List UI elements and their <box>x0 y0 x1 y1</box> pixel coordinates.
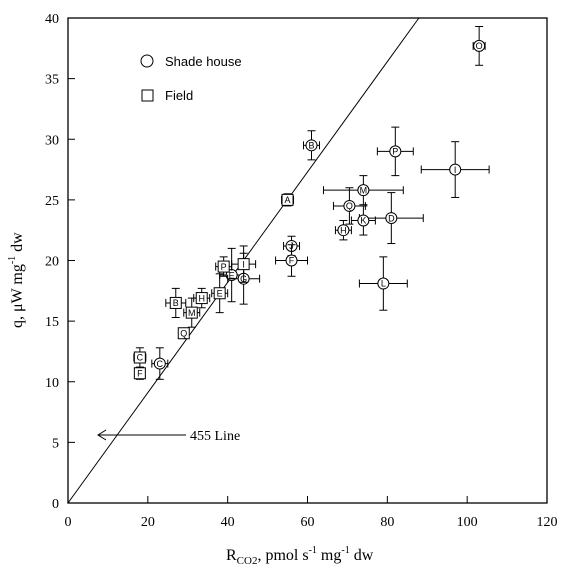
x-axis-title: RCO2, pmol s-1 mg-1 dw <box>226 545 374 567</box>
x-tick-label: 80 <box>380 515 394 530</box>
y-axis-title: q, μW mg-1 dw <box>7 232 26 328</box>
square-marker <box>217 260 230 273</box>
square-marker <box>185 306 198 319</box>
point-label: A <box>285 195 291 205</box>
point-label: P <box>221 262 227 272</box>
data-point-shade-house-h: H <box>334 219 352 241</box>
data-point-shade-house-b: B <box>303 130 320 161</box>
legend-label-shade-house: Shade house <box>165 54 242 69</box>
y-tick-label: 10 <box>45 376 59 391</box>
data-point-field-f: F <box>133 366 146 380</box>
point-label: Q <box>180 328 187 338</box>
point-label: C <box>137 353 144 363</box>
data-point-field-e: E <box>211 273 229 314</box>
data-point-shade-house-p: P <box>376 126 414 177</box>
circle-marker <box>357 214 370 227</box>
square-marker <box>133 367 146 380</box>
data-point-shade-house-c: C <box>151 347 169 380</box>
point-label: Q <box>346 201 353 211</box>
x-tick-label: 100 <box>457 515 478 530</box>
reference-line-annotation: 455 Line <box>97 429 240 444</box>
y-tick-label: 35 <box>45 73 59 88</box>
x-axis-ticks: 0 20 40 60 80 100 120 <box>65 496 558 530</box>
circle-marker <box>389 145 402 158</box>
circle-marker <box>385 212 398 225</box>
y-tick-label: 25 <box>45 194 59 209</box>
square-marker <box>237 258 250 271</box>
data-point-shade-house-o: O <box>472 25 486 66</box>
circle-marker <box>305 139 318 152</box>
legend-marker-circle <box>140 54 154 68</box>
x-tick-label: 0 <box>65 515 72 530</box>
x-tick-label: 20 <box>141 515 155 530</box>
circle-marker <box>449 163 462 176</box>
y-tick-label: 5 <box>52 436 59 451</box>
data-point-shade-house-d: D <box>358 192 424 245</box>
y-tick-label: 40 <box>45 12 59 27</box>
annotation-arrow-head <box>97 429 107 441</box>
data-point-shade-house-m: M <box>322 175 404 206</box>
y-tick-label: 20 <box>45 255 59 270</box>
point-label: H <box>198 293 205 303</box>
point-label: E <box>229 270 235 280</box>
data-point-field-c: C <box>133 347 147 368</box>
point-label: I <box>242 259 245 269</box>
y-tick-label: 30 <box>45 133 59 148</box>
circle-marker <box>337 224 350 237</box>
circle-marker <box>343 199 356 212</box>
circle-marker <box>153 357 166 370</box>
point-label: B <box>173 298 179 308</box>
data-point-shade-house-l: L <box>358 256 408 311</box>
square-marker <box>133 351 146 364</box>
point-label: O <box>476 41 483 51</box>
point-label: L <box>381 279 386 289</box>
legend: Shade house Field <box>140 54 242 103</box>
data-point-field-q: Q <box>177 327 190 340</box>
data-point-shade-house-q: Q <box>332 187 366 225</box>
data-point-shade-house-i: I <box>420 141 490 198</box>
legend-marker-square <box>141 89 154 102</box>
data-point-shade-house-k: K <box>350 205 376 236</box>
x-tick-label: 120 <box>537 515 558 530</box>
data-point-shade-house-f: F <box>275 244 308 277</box>
point-label: P <box>392 147 398 157</box>
point-label: H <box>340 225 347 235</box>
y-tick-label: 0 <box>52 497 59 512</box>
y-tick-label: 15 <box>45 315 59 330</box>
data-points: OBPIMQDKHJFLEGCAPIEHBMQCF <box>133 25 490 380</box>
square-marker <box>281 193 294 206</box>
x-tick-label: 40 <box>221 515 235 530</box>
circle-marker <box>473 39 486 52</box>
x-tick-label: 60 <box>301 515 315 530</box>
data-point-field-h: H <box>193 287 211 309</box>
point-label: B <box>308 141 314 151</box>
circle-marker <box>285 254 298 267</box>
y-axis-ticks: 0 5 10 15 20 25 30 35 40 <box>45 12 75 512</box>
point-label: M <box>188 308 196 318</box>
point-label: M <box>360 185 368 195</box>
point-label: K <box>360 216 366 226</box>
data-point-field-b: B <box>165 287 187 318</box>
legend-label-field: Field <box>165 88 193 103</box>
square-marker <box>169 296 182 309</box>
point-label: D <box>388 213 395 223</box>
data-point-field-m: M <box>183 297 201 328</box>
circle-marker <box>357 184 370 197</box>
point-label: I <box>454 165 457 175</box>
square-marker <box>177 327 190 340</box>
point-label: F <box>289 256 295 266</box>
square-marker <box>195 292 208 305</box>
square-marker <box>213 287 226 300</box>
data-point-field-a: A <box>281 193 295 207</box>
point-label: C <box>157 359 164 369</box>
point-label: E <box>217 288 223 298</box>
point-label: F <box>137 368 143 378</box>
circle-marker <box>377 277 390 290</box>
data-point-field-i: I <box>231 245 257 283</box>
reference-line-label: 455 Line <box>190 429 240 444</box>
